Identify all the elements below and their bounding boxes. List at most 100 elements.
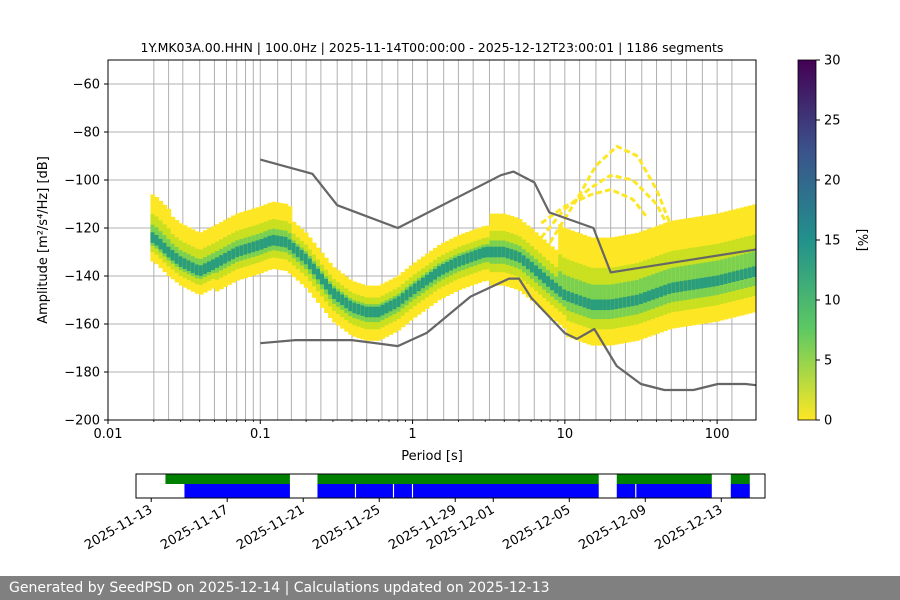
density-cell xyxy=(513,250,519,262)
density-cell xyxy=(525,258,531,270)
density-cell xyxy=(457,256,462,267)
footer-text: Generated by SeedPSD on 2025-12-14 | Cal… xyxy=(9,580,550,596)
density-cell xyxy=(360,305,366,316)
density-cell xyxy=(388,300,394,312)
density-cell xyxy=(324,278,329,290)
density-cell xyxy=(392,298,398,310)
timeline-tick-label: 2025-12-13 xyxy=(652,502,725,553)
density-cell xyxy=(275,235,281,247)
density-cell xyxy=(675,281,680,293)
overtone-arc xyxy=(540,188,649,225)
y-tick-label: −120 xyxy=(64,222,100,237)
density-cell xyxy=(291,243,297,254)
density-cell xyxy=(174,253,180,264)
density-cell xyxy=(743,268,749,279)
density-cell xyxy=(614,298,620,309)
density-cell xyxy=(223,252,228,264)
density-cell xyxy=(307,258,313,270)
density-cell xyxy=(638,293,644,305)
timeline-bars xyxy=(165,474,750,498)
timeline-frame xyxy=(135,473,766,499)
density-cell xyxy=(594,299,600,311)
density-cell xyxy=(178,256,184,267)
density-cell xyxy=(348,300,353,312)
density-cell xyxy=(517,252,523,263)
timeline-tick-label: 2025-11-21 xyxy=(234,502,307,553)
density-cell xyxy=(320,273,325,285)
density-cell xyxy=(396,296,402,307)
timeline-tick-label: 2025-11-25 xyxy=(310,502,383,553)
density-cell xyxy=(695,278,701,290)
colorbar-ticks: 0 5 10 15 20 25 30 xyxy=(816,54,841,429)
density-cell xyxy=(562,289,567,300)
density-cell xyxy=(598,299,604,311)
colorbar-tick-label: 0 xyxy=(824,414,832,429)
density-cell xyxy=(215,257,220,268)
colorbar-tick-label: 30 xyxy=(824,54,841,69)
density-cell xyxy=(271,234,277,246)
footer-bar: Generated by SeedPSD on 2025-12-14 | Cal… xyxy=(0,576,900,600)
density-cell xyxy=(311,263,317,275)
density-cell xyxy=(691,279,697,290)
density-cell xyxy=(683,280,688,292)
density-cell xyxy=(287,239,293,251)
density-cell xyxy=(384,302,390,314)
density-cell xyxy=(570,292,575,304)
density-cell xyxy=(336,291,341,303)
density-cell xyxy=(574,294,579,305)
density-cell xyxy=(687,279,693,291)
timeline-tick-label: 2025-12-05 xyxy=(500,502,573,553)
density-cell xyxy=(558,286,563,297)
density-cell xyxy=(328,283,333,295)
density-cell xyxy=(364,306,370,318)
colorbar-tick-label: 25 xyxy=(824,114,841,129)
density-cell xyxy=(239,245,244,256)
density-cell xyxy=(703,277,709,288)
y-axis-ticks: −60 −80 −100 −120 −140 −160 −180 −200 xyxy=(64,78,108,429)
density-cell xyxy=(416,280,422,292)
x-tick-label: 0.1 xyxy=(250,427,271,442)
density-cell xyxy=(719,274,725,285)
timeline-ticks: 2025-11-13 2025-11-17 2025-11-21 2025-11-25… xyxy=(82,498,725,553)
density-cell xyxy=(586,298,592,309)
plot-frame xyxy=(107,59,757,421)
density-cell xyxy=(659,286,664,297)
density-cell xyxy=(154,234,160,246)
density-cell xyxy=(303,253,309,265)
density-cell xyxy=(340,294,345,306)
density-cell xyxy=(162,242,168,254)
x-axis-ticks: 0.01 0.1 1 10 100 xyxy=(94,420,730,442)
density-cell xyxy=(481,247,487,258)
density-cell xyxy=(166,246,172,258)
density-cell xyxy=(190,262,196,274)
density-cell xyxy=(211,259,216,270)
density-cell xyxy=(727,272,733,283)
density-cell xyxy=(469,251,475,263)
y-tick-label: −60 xyxy=(73,78,100,93)
density-cell xyxy=(453,257,458,269)
density-cell xyxy=(546,276,551,287)
density-cell xyxy=(566,291,571,302)
density-cell xyxy=(655,287,660,299)
density-cell xyxy=(578,295,584,307)
density-cell xyxy=(380,304,386,316)
x-tick-label: 100 xyxy=(705,427,730,442)
data-span xyxy=(636,484,712,498)
overtone-arc xyxy=(548,144,679,244)
density-cell xyxy=(376,306,382,318)
density-cell xyxy=(622,296,628,308)
density-cell xyxy=(606,299,612,311)
density-cell xyxy=(671,282,676,293)
density-cell xyxy=(533,265,539,277)
density-cell xyxy=(235,246,240,258)
x-tick-label: 1 xyxy=(408,427,416,442)
density-cell xyxy=(663,284,668,296)
density-cell xyxy=(747,267,753,278)
density-cell xyxy=(679,281,684,292)
segment-span xyxy=(730,474,750,484)
data-span xyxy=(184,484,290,498)
density-cell xyxy=(259,239,265,250)
density-cell xyxy=(647,290,652,302)
segment-span xyxy=(165,474,290,484)
